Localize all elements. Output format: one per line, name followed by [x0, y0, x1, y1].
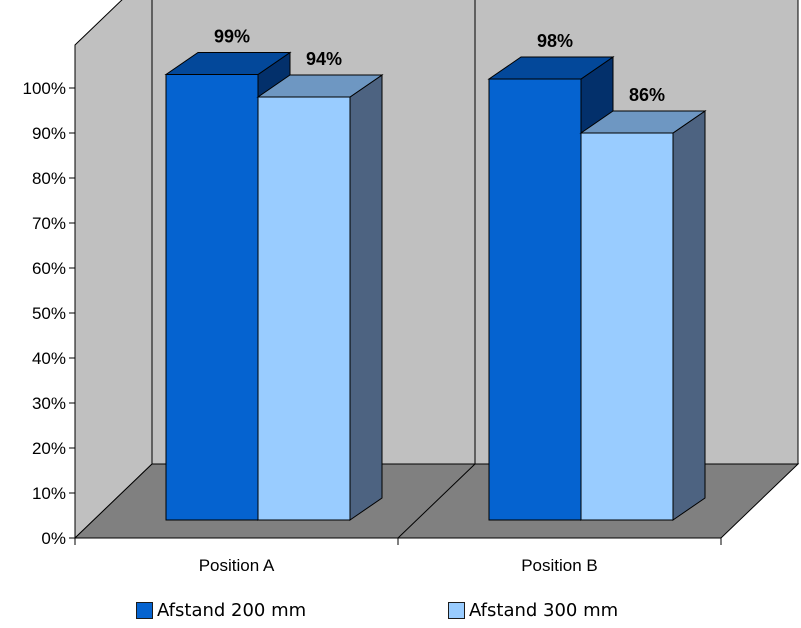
y-tick-label: 40% [32, 349, 66, 368]
data-label: 94% [306, 49, 342, 69]
legend-swatch-series-2 [448, 602, 465, 619]
labels: 99% 94% 98% 86% [214, 27, 665, 106]
y-tick-label: 10% [32, 484, 66, 503]
bar [488, 78, 582, 521]
x-category-label: Position A [199, 556, 275, 575]
y-tick-label: 90% [32, 124, 66, 143]
legend-label-series-1: Afstand 200 mm [157, 600, 307, 621]
bars [164, 51, 707, 521]
y-tick-label: 70% [32, 214, 66, 233]
legend-label-series-2: Afstand 300 mm [469, 600, 619, 621]
x-category-label: Position B [521, 556, 598, 575]
bar [165, 74, 259, 521]
side-wall [74, 0, 153, 540]
gridlines [397, 0, 476, 539]
bar [257, 96, 351, 521]
floor-divider [397, 463, 476, 539]
y-tick-label: 30% [32, 394, 66, 413]
bar-side [672, 110, 706, 521]
bar [580, 132, 674, 521]
data-label: 86% [629, 85, 665, 105]
legend: Afstand 200 mm Afstand 300 mm [0, 600, 801, 628]
y-tick-label: 20% [32, 439, 66, 458]
data-label: 99% [214, 27, 250, 47]
bar-side [349, 74, 383, 521]
chart: 0% 10% 20% 30% 40% 50% 60% 70% 80% 90% 100% Positio… [23, 0, 800, 575]
y-tick-label: 80% [32, 169, 66, 188]
legend-item-series-2: Afstand 300 mm [448, 600, 618, 621]
legend-swatch-series-1 [136, 602, 153, 619]
y-tick-label: 60% [32, 259, 66, 278]
y-tick-label: 0% [41, 529, 66, 548]
y-tick-label: 100% [23, 79, 66, 98]
y-tick-label: 50% [32, 304, 66, 323]
legend-item-series-1: Afstand 200 mm [136, 600, 306, 621]
axes: 0% 10% 20% 30% 40% 50% 60% 70% 80% 90% 100% Positio… [23, 45, 722, 575]
data-label: 98% [537, 31, 573, 51]
